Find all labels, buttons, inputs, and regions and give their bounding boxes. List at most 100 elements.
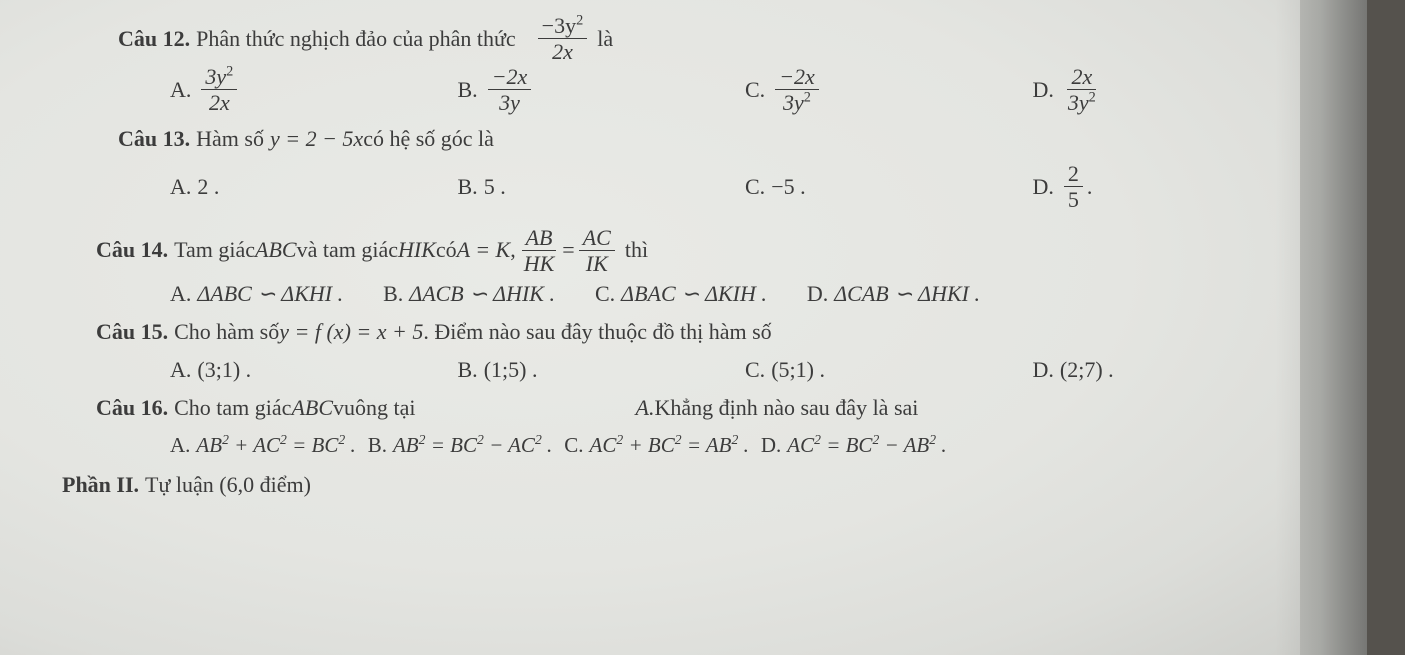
q12-D-num: 2x [1067,65,1096,90]
q16-left2: vuông tại [333,395,416,421]
q15-label: Câu 15. [96,319,168,345]
q15-eq: y = f (x) = x + 5 [279,319,423,345]
q13-D-after: . [1087,174,1093,200]
q14-mid2: có [436,237,457,263]
q12-A-den: 2x [205,90,234,114]
q12-D-den-sup: 2 [1089,90,1096,106]
q14-frac2: AC IK [579,226,615,275]
q16-abc: ABC [291,395,333,421]
q16-D-eq: = [821,433,846,457]
q16-A-dot: . [345,433,356,457]
q12-opt-A: A. 3y2 2x [170,65,458,114]
q14-mid1: và tam giác [297,237,398,263]
q12-B-frac: −2x 3y [488,65,532,114]
q13-opt-D: D. 2 5 . [1033,162,1321,211]
q16-A-plus: + [229,433,253,457]
q15-opt-D: D. (2;7) . [1033,357,1321,383]
q12-C-frac: −2x 3y2 [775,65,819,114]
q12-D-frac: 2x 3y2 [1064,65,1100,114]
section-2-heading: Phần II. Tự luận (6,0 điểm) [62,466,1270,504]
q13-eq: y = 2 − 5x [270,126,363,152]
q13-stem: Câu 13. Hàm số y = 2 − 5x có hệ số góc l… [118,120,1270,158]
q16-C-label: C. [564,433,583,458]
q14-opt-A: A. ΔABC ∽ ΔKHI . [170,281,343,307]
q16-D-rhs: AB [904,433,930,457]
q12-D-den: 3y [1068,90,1089,115]
q13-D-frac: 2 5 [1064,162,1083,211]
q15-after: . Điểm nào sau đây thuộc đồ thị hàm số [423,319,771,345]
q14-frac1: AB HK [520,226,559,275]
q16-A-label: A. [170,433,190,458]
q14-opt-B: B. ΔACB ∽ ΔHIK . [383,281,555,307]
q14-opt-D: D. ΔCAB ∽ ΔHKI . [807,281,980,307]
q15-D-label: D. [1033,357,1054,383]
q16-opt-B: B. AB2 = BC2 − AC2 . [368,433,553,458]
q14-D-text: ΔCAB ∽ ΔHKI . [834,281,980,307]
q14-B-text: ΔACB ∽ ΔHIK . [409,281,555,307]
q13-C-label: C. [745,174,765,200]
q13-A-text: 2 . [197,174,219,200]
q14-eqsign: = [562,237,574,263]
q15-A-text: (3;1) . [197,357,251,383]
q16-stem: Câu 16. Cho tam giác ABC vuông tại A. Kh… [96,389,1270,427]
q15-D-text: (2;7) . [1060,357,1114,383]
q14-comma: , [510,237,516,263]
q12-B-den: 3y [495,90,524,114]
q16-B-dot: . [542,433,553,457]
q16-B-lhs: AB [393,433,419,457]
q13-opt-A: A. 2 . [170,162,458,211]
q15-C-label: C. [745,357,765,383]
q14-D-label: D. [807,281,828,307]
q12-text-after: là [597,26,613,52]
q15-A-label: A. [170,357,191,383]
q16-B-label: B. [368,433,387,458]
q16-D-lhs: AC [787,433,814,457]
q16-opt-A: A. AB2 + AC2 = BC2 . [170,433,356,458]
q14-label: Câu 14. [96,237,168,263]
q12-stem-num: −3y [542,13,576,38]
q13-C-text: −5 . [771,174,805,200]
q12-B-num: −2x [488,65,532,90]
q16-B-mid: BC [450,433,477,457]
q12-opt-D: D. 2x 3y2 [1033,65,1321,114]
q13-B-text: 5 . [484,174,506,200]
q16-B-eq: = [425,433,450,457]
q13-options: A. 2 . B. 5 . C. −5 . D. 2 5 . [90,162,1320,211]
q12-C-den: 3y [783,90,804,115]
q14-after: thì [625,237,648,263]
q12-stem-num-sup: 2 [576,13,583,29]
q12-C-label: C. [745,77,765,103]
q12-opt-B: B. −2x 3y [458,65,746,114]
page: Câu 12. Phân thức nghịch đảo của phân th… [0,0,1405,655]
q16-left: Cho tam giác [174,395,291,421]
q15-opt-B: B. (1;5) . [458,357,746,383]
q12-options: A. 3y2 2x B. −2x 3y C. −2x 3y2 [90,65,1320,114]
q16-C-dot: . [738,433,749,457]
q14-opt-C: C. ΔBAC ∽ ΔKIH . [595,281,767,307]
q12-stem-den: 2x [552,39,573,64]
q14-options: A. ΔABC ∽ ΔKHI . B. ΔACB ∽ ΔHIK . C. ΔBA… [90,281,1320,307]
q15-opt-A: A. (3;1) . [170,357,458,383]
q12-label: Câu 12. [118,26,190,52]
q12-opt-C: C. −2x 3y2 [745,65,1033,114]
q16-D-dot: . [936,433,947,457]
q12-A-frac: 3y2 2x [201,65,237,114]
q13-B-label: B. [458,174,478,200]
q16-A-mid: AC [253,433,280,457]
q14-B-label: B. [383,281,403,307]
q12-stem: Câu 12. Phân thức nghịch đảo của phân th… [118,14,1270,63]
background-strip [1367,0,1405,655]
q12-stem-fraction: −3y2 2x [538,14,588,63]
q16-D-min: − [879,433,903,457]
q16-A-lhs: AB [196,433,222,457]
q12-D-label: D. [1033,77,1054,103]
q13-D-label: D. [1033,174,1054,200]
q15-C-text: (5;1) . [771,357,825,383]
q14-stem: Câu 14. Tam giác ABC và tam giác HIK có … [96,226,1270,275]
q16-C-rhs: AB [706,433,732,457]
q14-f2n: AC [579,226,615,251]
q16-label: Câu 16. [96,395,168,421]
q12-text-before: Phân thức nghịch đảo của phân thức [196,26,516,52]
q13-after: có hệ số góc là [363,126,494,152]
q16-opt-D: D. AC2 = BC2 − AB2 . [761,433,947,458]
